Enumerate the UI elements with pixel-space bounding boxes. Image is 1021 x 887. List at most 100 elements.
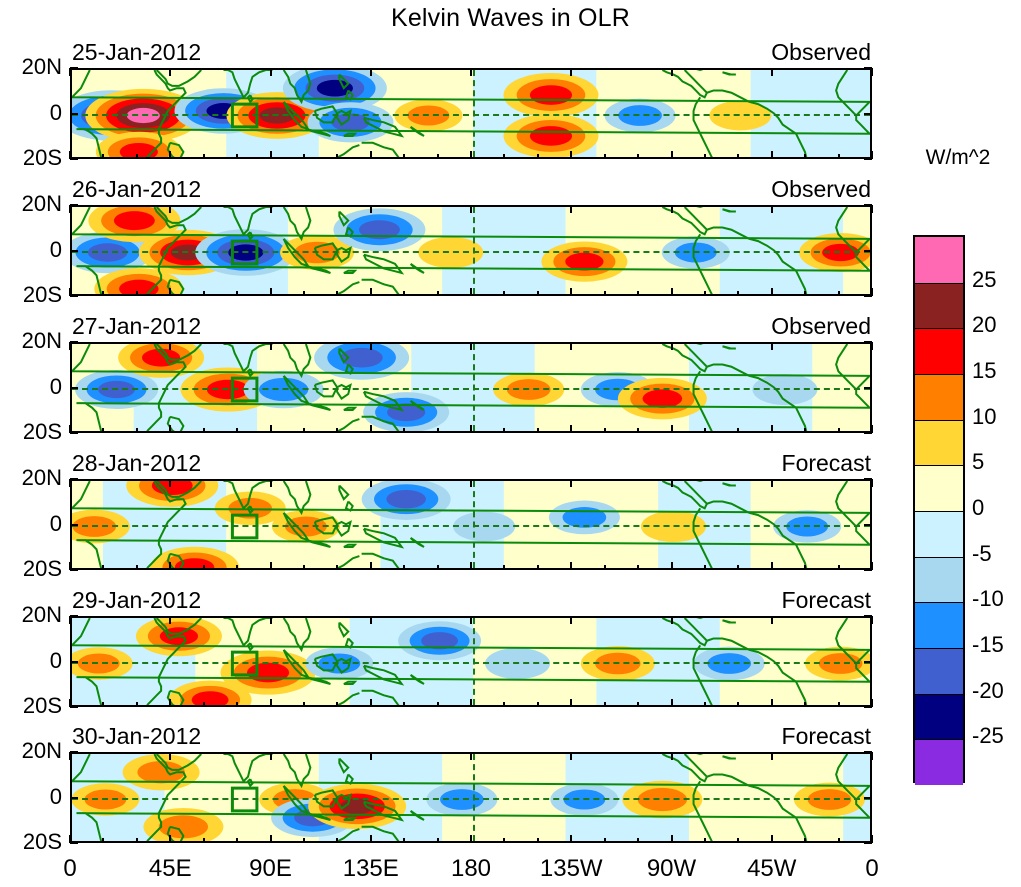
x-axis-tick — [269, 562, 272, 570]
x-axis-tick — [570, 68, 573, 76]
y-axis-label: 20N — [21, 465, 62, 490]
x-axis-minor-tick — [536, 838, 539, 843]
x-axis-tick — [369, 288, 372, 296]
x-axis-minor-tick — [737, 702, 740, 707]
x-axis-minor-tick — [202, 702, 205, 707]
x-axis-minor-tick — [737, 291, 740, 296]
y-axis-tick — [70, 67, 78, 69]
x-axis-minor-tick — [436, 428, 439, 433]
x-axis-tick — [670, 699, 673, 707]
x-axis-tick — [169, 342, 172, 350]
x-axis-minor-tick — [703, 428, 706, 433]
x-axis-tick — [770, 151, 773, 159]
panel-date-label: 26-Jan-2012 — [72, 176, 202, 202]
x-axis-minor-tick — [135, 428, 138, 433]
x-axis-minor-tick — [102, 154, 105, 159]
y-axis-tick — [70, 660, 78, 663]
x-axis-tick — [470, 68, 472, 76]
x-axis-tick — [871, 562, 873, 570]
x-axis-minor-tick — [703, 291, 706, 296]
x-axis-tick — [69, 699, 71, 707]
x-axis-tick — [670, 835, 673, 843]
y-axis-label: 20N — [21, 328, 62, 353]
x-axis-minor-tick — [737, 838, 740, 843]
x-axis-minor-tick — [236, 154, 239, 159]
y-axis-tick — [70, 249, 78, 252]
x-axis-minor-tick — [135, 702, 138, 707]
x-axis-tick — [871, 288, 873, 296]
x-axis-tick — [770, 616, 773, 624]
x-axis-label: 0 — [865, 855, 879, 882]
x-axis-minor-tick — [603, 154, 606, 159]
y-axis-tick — [70, 569, 78, 571]
x-axis-tick — [470, 699, 472, 707]
x-axis-minor-tick — [837, 838, 840, 843]
x-axis-tick — [69, 205, 71, 213]
x-axis-tick — [871, 425, 873, 433]
x-axis-tick — [670, 479, 673, 487]
x-axis-minor-tick — [336, 428, 339, 433]
y-axis-tick — [70, 432, 78, 434]
x-axis-tick — [670, 616, 673, 624]
x-axis-minor-tick — [202, 291, 205, 296]
colorbar-band — [915, 602, 963, 648]
x-axis-minor-tick — [403, 565, 406, 570]
y-axis-label: 20N — [21, 738, 62, 763]
x-axis-tick — [470, 479, 472, 487]
x-axis-minor-tick — [837, 702, 840, 707]
x-axis-minor-tick — [336, 154, 339, 159]
colorbar-tick-label: 10 — [972, 403, 997, 429]
y-axis-tick — [70, 158, 78, 160]
x-axis-minor-tick — [403, 702, 406, 707]
y-axis-tick — [70, 615, 78, 617]
x-axis-tick — [169, 151, 172, 159]
colorbar-units-label: W/m^2 — [925, 146, 991, 169]
x-axis-minor-tick — [202, 428, 205, 433]
x-axis-label: 135W — [539, 855, 603, 882]
x-axis-tick — [470, 835, 472, 843]
x-axis-tick — [269, 425, 272, 433]
x-axis-minor-tick — [804, 291, 807, 296]
x-axis-tick — [369, 342, 372, 350]
colorbar-tick-label: 20 — [972, 312, 997, 338]
x-axis-minor-tick — [202, 565, 205, 570]
y-axis-tick — [864, 523, 872, 526]
x-axis-tick — [770, 752, 773, 760]
y-axis-tick — [70, 295, 78, 297]
dateline-meridian — [473, 618, 475, 705]
x-axis-tick — [871, 616, 873, 624]
x-axis-tick — [169, 616, 172, 624]
x-axis-minor-tick — [336, 702, 339, 707]
y-axis-tick — [70, 842, 78, 844]
x-axis-minor-tick — [804, 702, 807, 707]
x-axis-tick — [770, 562, 773, 570]
x-axis-label: 45E — [148, 855, 192, 882]
x-axis-tick — [269, 616, 272, 624]
x-axis-minor-tick — [503, 291, 506, 296]
x-axis-tick — [69, 479, 71, 487]
x-axis-minor-tick — [102, 428, 105, 433]
x-axis-tick — [269, 342, 272, 350]
x-axis-tick — [269, 205, 272, 213]
x-axis-tick — [470, 752, 472, 760]
x-axis-tick — [670, 752, 673, 760]
x-axis-tick — [670, 425, 673, 433]
x-axis-minor-tick — [336, 291, 339, 296]
x-axis-tick — [770, 699, 773, 707]
x-axis-tick — [871, 752, 873, 760]
panel-kind-label: Observed — [771, 313, 871, 339]
x-axis-tick — [670, 151, 673, 159]
colorbar-band — [915, 328, 963, 374]
x-axis-tick — [670, 68, 673, 76]
x-axis-minor-tick — [703, 702, 706, 707]
colorbar-band — [915, 739, 963, 785]
y-axis-tick — [70, 386, 78, 389]
x-axis-tick — [770, 342, 773, 350]
x-axis-tick — [369, 835, 372, 843]
x-axis-minor-tick — [703, 565, 706, 570]
x-axis-minor-tick — [503, 702, 506, 707]
x-axis-tick — [269, 699, 272, 707]
panel-map — [70, 68, 872, 159]
x-axis-tick — [470, 288, 472, 296]
x-axis-minor-tick — [503, 428, 506, 433]
